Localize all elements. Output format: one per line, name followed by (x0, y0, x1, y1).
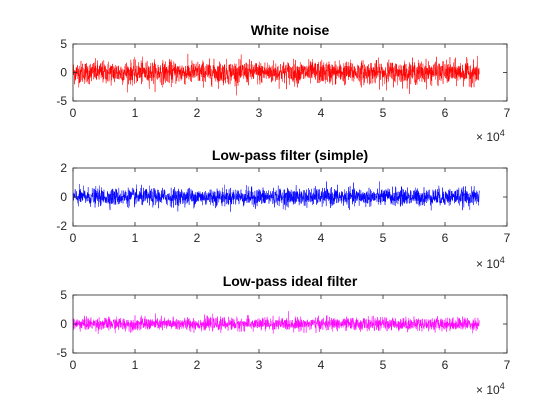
chart-title: Low-pass filter (simple) (212, 147, 368, 163)
x-tick-label: 1 (132, 231, 139, 245)
x-tick-label: 4 (318, 106, 325, 120)
chart-title: Low-pass ideal filter (223, 273, 358, 289)
x-tick-label: 0 (70, 106, 77, 120)
x-tick-label: 0 (70, 358, 77, 372)
x-tick-label: 4 (318, 358, 325, 372)
x-tick-label: 6 (442, 231, 449, 245)
x-tick-label: 1 (132, 106, 139, 120)
x-tick-label: 7 (504, 106, 511, 120)
y-tick-label: 0 (60, 190, 67, 204)
x-tick-group: 0 1 2 3 4 5 6 7 (70, 44, 511, 120)
x-multiplier-base: × 10 (476, 130, 500, 144)
x-multiplier: × 104 (476, 255, 505, 271)
series-line (72, 181, 480, 212)
y-tick-label: 0 (60, 317, 67, 331)
x-tick-label: 3 (256, 358, 263, 372)
x-tick-label: 2 (194, 106, 201, 120)
x-tick-label: 7 (504, 231, 511, 245)
x-tick-label: 3 (256, 231, 263, 245)
x-tick-label: 5 (380, 231, 387, 245)
x-tick-group: 0 1 2 3 4 5 6 7 (70, 168, 511, 245)
x-tick-label: 4 (318, 231, 325, 245)
y-tick-label: -5 (56, 346, 67, 360)
y-tick-group: 2 0 -2 (56, 161, 507, 233)
x-multiplier: × 104 (476, 381, 505, 397)
x-tick-label: 5 (380, 358, 387, 372)
y-tick-group: 5 0 -5 (56, 288, 507, 360)
x-tick-group: 0 1 2 3 4 5 6 7 (70, 295, 511, 372)
y-tick-label: -5 (56, 94, 67, 108)
y-tick-label: 2 (60, 161, 67, 175)
x-multiplier-base: × 10 (476, 383, 500, 397)
y-tick-label: 5 (60, 288, 67, 302)
x-multiplier-base: × 10 (476, 257, 500, 271)
x-tick-label: 7 (504, 358, 511, 372)
y-tick-label: -2 (56, 219, 67, 233)
chart-title: White noise (251, 22, 330, 38)
x-multiplier-power: 4 (500, 381, 505, 391)
y-tick-group: 5 0 -5 (56, 37, 507, 108)
signal-line-white-noise (72, 53, 480, 96)
y-tick-label: 5 (60, 37, 67, 51)
signal-line-low-pass-simple (72, 181, 480, 212)
x-tick-label: 0 (70, 231, 77, 245)
x-tick-label: 5 (380, 106, 387, 120)
series-line (72, 53, 480, 96)
x-multiplier: × 104 (476, 128, 505, 144)
y-tick-label: 0 (60, 66, 67, 80)
x-tick-label: 6 (442, 358, 449, 372)
x-multiplier-power: 4 (500, 255, 505, 265)
x-tick-label: 2 (194, 358, 201, 372)
x-tick-label: 2 (194, 231, 201, 245)
series-line (72, 311, 480, 334)
signal-line-low-pass-ideal (72, 311, 480, 334)
x-multiplier-power: 4 (500, 128, 505, 138)
x-tick-label: 6 (442, 106, 449, 120)
x-tick-label: 1 (132, 358, 139, 372)
x-tick-label: 3 (256, 106, 263, 120)
